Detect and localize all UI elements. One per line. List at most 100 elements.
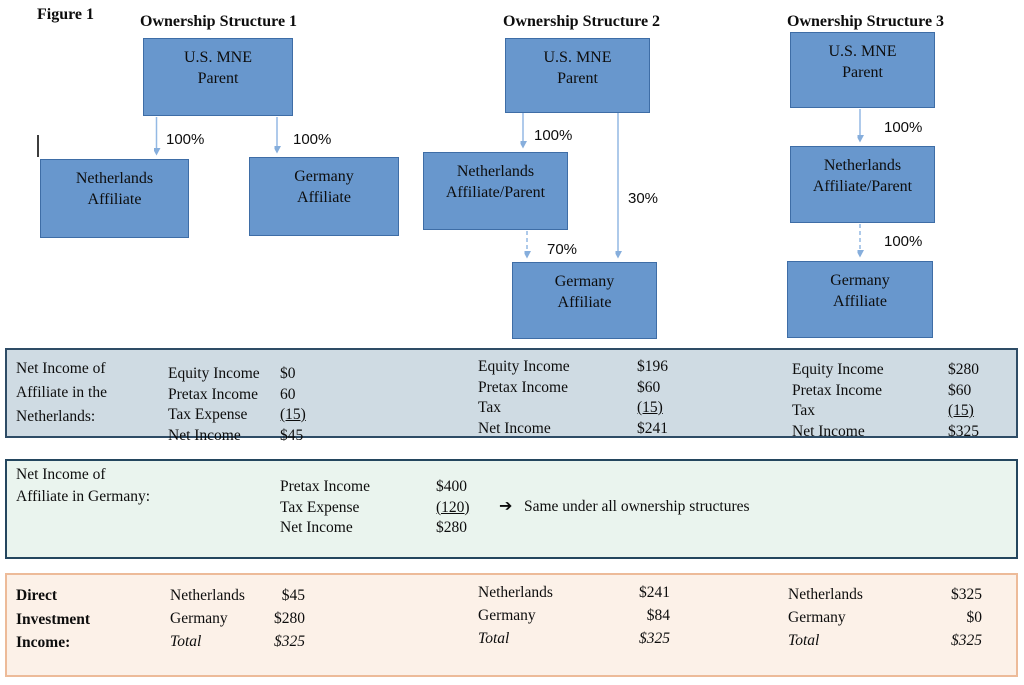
netherlands-panel-col-structure2: Equity Income $196 Pretax Income $60 Tax (1… — [478, 357, 710, 439]
s2-us-mne-parent-box: U.S. MNE Parent — [505, 38, 650, 113]
row-label: Tax — [792, 402, 816, 419]
germany-panel-col: Pretax Income $400 Tax Expense (120) Net I… — [280, 477, 512, 539]
netherlands-income-panel — [5, 348, 1018, 438]
s1-germany-affiliate-box: Germany Affiliate — [249, 157, 399, 236]
row-label: Equity Income — [478, 358, 570, 375]
row-label: Tax Expense — [168, 406, 248, 423]
row-label: Tax Expense — [280, 498, 360, 516]
structure1-title: Ownership Structure 1 — [140, 13, 298, 30]
row-value: (120) — [436, 498, 470, 516]
s3-netherlands-affiliate-parent-box: Netherlands Affiliate/Parent — [790, 146, 935, 223]
direct-investment-income-panel — [5, 573, 1018, 677]
row-value: $60 — [637, 378, 661, 396]
table-row-total: Total $325 — [788, 629, 1020, 652]
row-value: $241 — [637, 419, 668, 437]
row-value: $196 — [637, 358, 668, 375]
s1-netherlands-affiliate-box: Netherlands Affiliate — [40, 159, 189, 238]
row-value: $0 — [280, 365, 296, 382]
structure3-title: Ownership Structure 3 — [787, 13, 945, 30]
s1-pct-parent-netherlands: 100% — [166, 131, 205, 148]
row-value: $45 — [280, 426, 304, 444]
s3-pct-netherlands-germany: 100% — [884, 233, 923, 250]
netherlands-panel-col-structure3: Equity Income $280 Pretax Income $60 Tax (1… — [792, 360, 1024, 442]
s3-pct-parent-netherlands: 100% — [884, 119, 923, 136]
row-value: $84 — [646, 607, 670, 624]
row-value: $60 — [948, 381, 972, 399]
netherlands-panel-col-structure1: Equity Income $0 Pretax Income 60 Tax Expe… — [168, 364, 400, 446]
table-row: Germany $0 — [788, 606, 1020, 629]
table-row: Netherlands $45 — [170, 584, 402, 607]
s3-germany-affiliate-box: Germany Affiliate — [787, 261, 933, 338]
row-value: $241 — [639, 584, 670, 601]
row-label: Pretax Income — [280, 478, 370, 495]
row-label: Net Income — [792, 422, 865, 440]
table-row: Germany $84 — [478, 604, 710, 627]
row-label: Pretax Income — [792, 381, 882, 399]
table-row: Pretax Income $400 — [280, 477, 512, 498]
row-label: Equity Income — [168, 365, 260, 382]
dii-panel-col-structure3: Netherlands $325 Germany $0 Total $325 — [788, 583, 1020, 652]
row-value: $45 — [281, 587, 305, 604]
row-value: $325 — [639, 630, 670, 647]
s2-netherlands-affiliate-parent-box: Netherlands Affiliate/Parent — [423, 152, 568, 230]
text-cursor-artifact — [37, 135, 39, 157]
table-row: Net Income $241 — [478, 419, 710, 440]
row-label: Tax — [478, 399, 502, 416]
row-value: 60 — [280, 385, 296, 403]
row-value: (15) — [948, 402, 974, 419]
row-value: $325 — [274, 633, 305, 650]
row-label: Equity Income — [792, 361, 884, 378]
row-value: $280 — [274, 610, 305, 627]
s2-pct-netherlands-germany: 70% — [547, 241, 578, 258]
table-row: Net Income $280 — [280, 518, 512, 539]
table-row-total: Total $325 — [170, 630, 402, 653]
table-row-total: Total $325 — [478, 627, 710, 650]
figure-label: Figure 1 — [37, 6, 95, 23]
row-label: Germany — [170, 610, 228, 627]
row-label: Netherlands — [478, 584, 553, 601]
table-row: Pretax Income $60 — [792, 381, 1024, 402]
s3-us-mne-parent-box: U.S. MNE Parent — [790, 32, 935, 108]
germany-panel-note: Same under all ownership structures — [524, 498, 750, 515]
right-arrow-icon: ➔ — [499, 496, 513, 515]
row-value: $325 — [948, 422, 979, 440]
table-row: Tax (15) — [478, 398, 710, 419]
row-label: Net Income — [280, 519, 353, 536]
row-label: Netherlands — [170, 587, 245, 604]
row-label: Netherlands — [788, 586, 863, 603]
row-value: (15) — [280, 406, 306, 423]
row-label: Pretax Income — [168, 385, 258, 403]
germany-income-panel — [5, 459, 1018, 559]
table-row: Tax (15) — [792, 401, 1024, 422]
row-value: $280 — [436, 519, 467, 536]
germany-panel-heading: Net Income of Affiliate in Germany: — [16, 466, 151, 505]
s2-pct-parent-germany: 30% — [628, 190, 659, 207]
s2-germany-affiliate-box: Germany Affiliate — [512, 262, 657, 339]
table-row: Tax Expense (15) — [168, 405, 400, 426]
row-value: (15) — [637, 399, 663, 416]
row-value: $400 — [436, 478, 467, 495]
table-row: Equity Income $196 — [478, 357, 710, 378]
row-label: Germany — [788, 609, 846, 626]
structure2-title: Ownership Structure 2 — [503, 13, 661, 30]
s1-us-mne-parent-box: U.S. MNE Parent — [143, 38, 293, 116]
s1-pct-parent-germany: 100% — [293, 131, 332, 148]
table-row: Pretax Income 60 — [168, 385, 400, 406]
table-row: Equity Income $280 — [792, 360, 1024, 381]
dii-panel-heading: Direct Investment Income: — [16, 587, 91, 651]
table-row: Equity Income $0 — [168, 364, 400, 385]
row-value: $325 — [951, 586, 982, 603]
table-row: Net Income $45 — [168, 426, 400, 447]
s2-pct-parent-netherlands: 100% — [534, 127, 573, 144]
dii-panel-col-structure2: Netherlands $241 Germany $84 Total $325 — [478, 581, 710, 650]
row-value: $325 — [951, 632, 982, 649]
table-row: Tax Expense (120) — [280, 498, 512, 519]
dii-panel-col-structure1: Netherlands $45 Germany $280 Total $325 — [170, 584, 402, 653]
row-value: $280 — [948, 361, 979, 378]
table-row: Germany $280 — [170, 607, 402, 630]
row-label: Pretax Income — [478, 378, 568, 396]
row-label: Net Income — [168, 426, 241, 444]
table-row: Pretax Income $60 — [478, 378, 710, 399]
row-label: Germany — [478, 607, 536, 624]
